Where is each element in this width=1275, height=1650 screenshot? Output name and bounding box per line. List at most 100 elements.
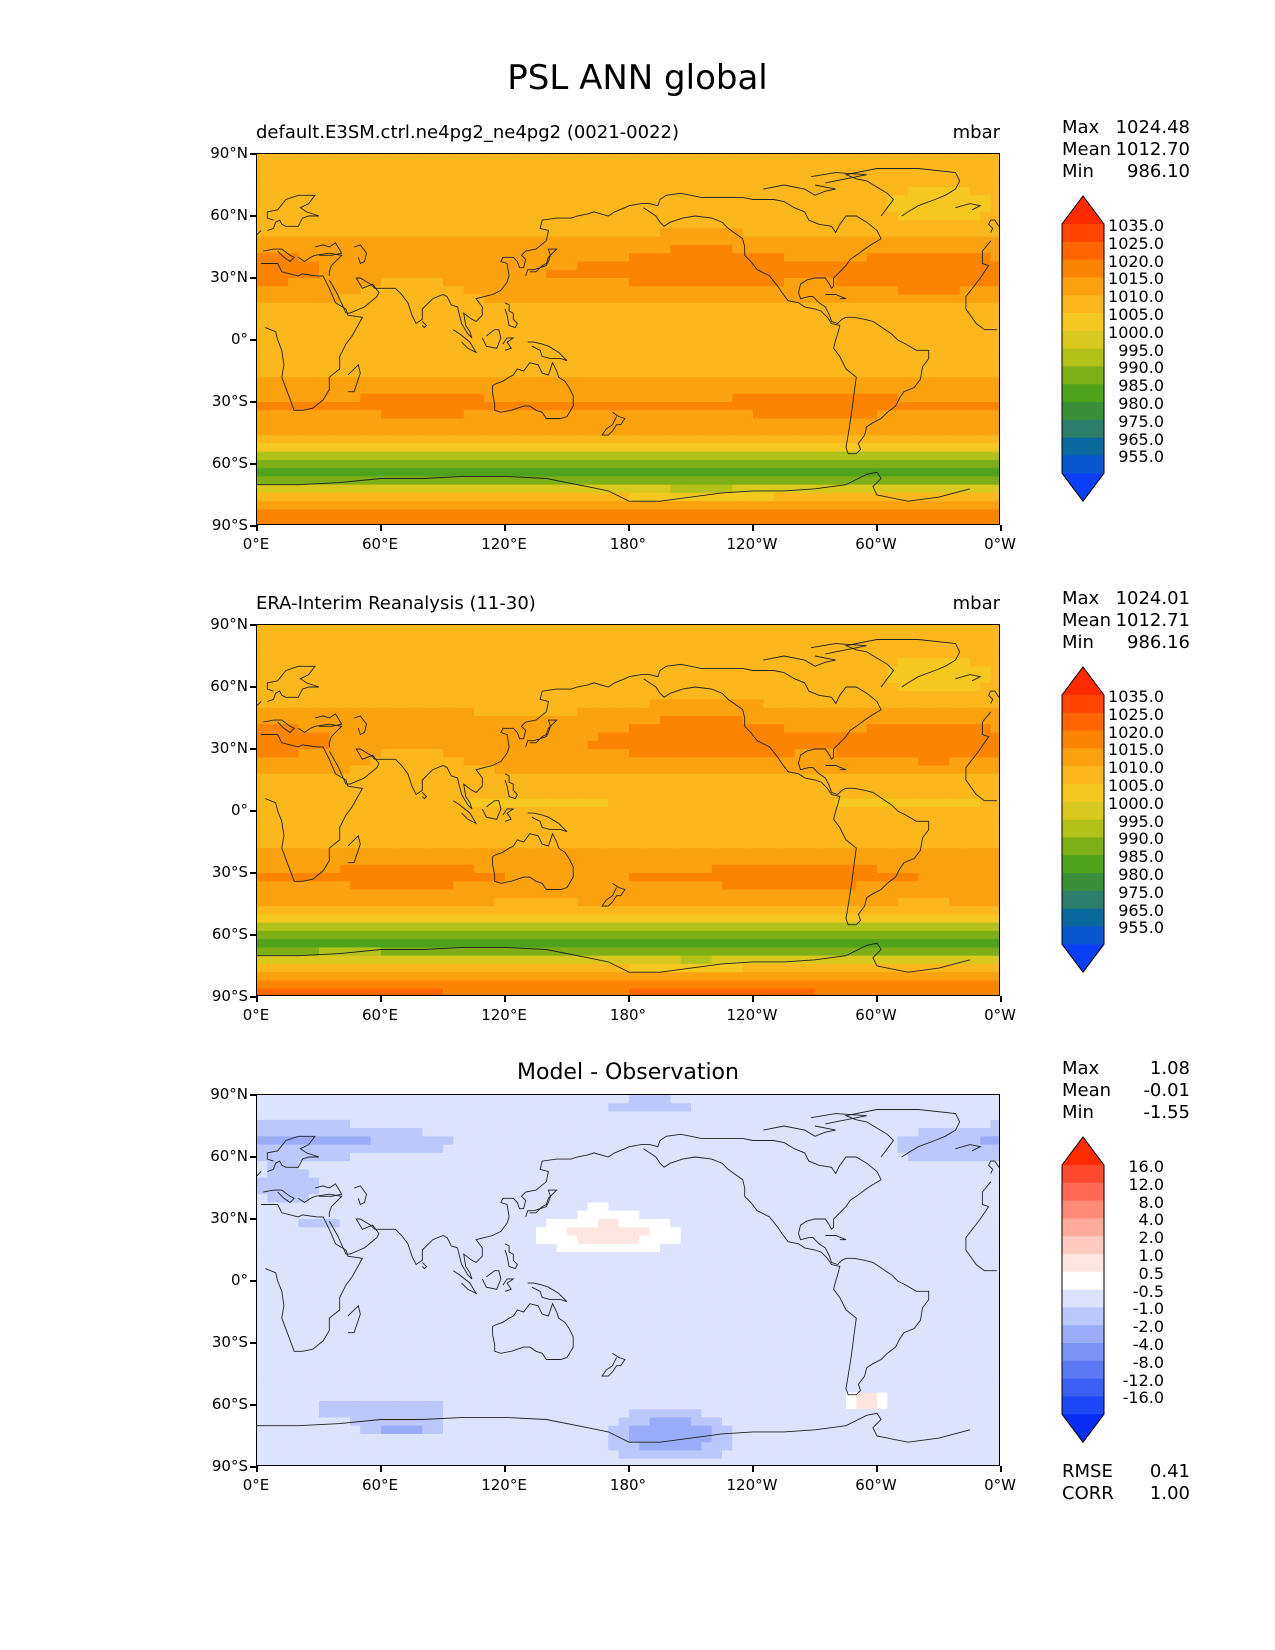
field-cell — [970, 294, 981, 304]
field-cell — [846, 798, 857, 808]
field-cell — [484, 484, 496, 494]
field-cell — [660, 724, 671, 734]
field-cell — [474, 253, 485, 263]
field-cell — [432, 633, 444, 643]
field-cell — [484, 220, 496, 229]
field-cell — [277, 435, 289, 444]
field-cell — [753, 211, 764, 221]
field-cell — [794, 715, 806, 725]
field-cell — [753, 443, 764, 453]
field-cell — [980, 715, 992, 725]
field-cell — [877, 757, 888, 767]
field-cell — [505, 492, 516, 502]
field-cell — [350, 798, 361, 808]
field-cell — [711, 253, 723, 263]
field-cell — [298, 666, 310, 676]
field-cell — [401, 649, 413, 659]
field-cell — [298, 154, 310, 163]
field-cell — [339, 468, 351, 477]
field-cell — [722, 806, 733, 816]
field-cell — [567, 327, 578, 337]
field-cell — [866, 368, 878, 378]
field-cell — [391, 211, 403, 221]
field-cell — [319, 484, 330, 494]
field-cell — [401, 327, 413, 337]
field-cell — [288, 211, 299, 221]
stat-value: 1024.48 — [1115, 117, 1190, 138]
field-cell — [608, 311, 620, 320]
field-cell — [804, 377, 816, 387]
field-cell — [381, 682, 392, 692]
field-cell — [422, 740, 434, 750]
colorbar-outline — [1061, 195, 1105, 503]
field-cell — [432, 749, 444, 758]
field-cell — [660, 691, 671, 700]
field-cell — [753, 410, 764, 420]
field-cell — [639, 195, 651, 205]
field-cell — [432, 715, 444, 725]
field-cell — [939, 302, 950, 312]
field-cell — [908, 162, 919, 172]
field-cell — [732, 468, 744, 477]
field-cell — [257, 765, 268, 775]
field-cell — [422, 344, 434, 353]
field-cell — [401, 798, 413, 808]
field-cell — [298, 187, 310, 196]
field-cell — [980, 649, 992, 659]
field-cell — [484, 649, 496, 659]
field-cell — [949, 674, 961, 684]
field-cell — [277, 773, 289, 783]
field-cell — [577, 294, 589, 304]
field-cell — [608, 749, 620, 758]
field-cell — [546, 269, 558, 279]
field-cell — [732, 294, 744, 304]
field-cell — [432, 360, 444, 370]
field-cell — [908, 393, 919, 403]
field-cell — [918, 294, 930, 304]
field-cell — [804, 294, 816, 304]
field-cell — [742, 154, 754, 163]
field-cell — [360, 286, 372, 296]
field-cell — [784, 327, 795, 337]
field-cell — [577, 765, 589, 775]
field-cell — [546, 311, 558, 320]
field-cell — [928, 435, 940, 444]
field-cell — [959, 633, 971, 643]
field-cell — [877, 211, 888, 221]
field-cell — [391, 385, 403, 395]
field-cell — [649, 782, 661, 791]
field-cell — [422, 244, 434, 254]
field-cell — [587, 319, 599, 329]
field-cell — [887, 278, 899, 287]
field-cell — [432, 707, 444, 717]
field-cell — [370, 757, 382, 767]
field-cell — [856, 311, 868, 320]
field-cell — [525, 468, 537, 477]
field-cell — [556, 443, 568, 453]
field-cell — [959, 674, 971, 684]
field-cell — [308, 484, 320, 494]
field-cell — [639, 352, 651, 362]
field-cell — [598, 352, 609, 362]
field-cell — [257, 501, 268, 511]
field-cell — [928, 368, 940, 378]
field-cell — [949, 319, 961, 329]
field-cell — [515, 468, 527, 477]
field-cell — [494, 278, 506, 287]
field-cell — [298, 261, 310, 271]
field-cell — [422, 269, 434, 279]
field-cell — [515, 658, 527, 667]
field-cell — [990, 211, 999, 221]
field-cell — [670, 666, 682, 676]
field-cell — [753, 691, 764, 700]
field-cell — [505, 798, 516, 808]
field-cell — [277, 228, 289, 238]
field-cell — [515, 649, 527, 659]
field-cell — [618, 806, 630, 816]
field-cell — [846, 435, 857, 444]
field-cell — [391, 393, 403, 403]
field-cell — [360, 773, 372, 783]
field-cell — [773, 286, 785, 296]
field-cell — [505, 178, 516, 188]
field-cell — [422, 492, 434, 502]
